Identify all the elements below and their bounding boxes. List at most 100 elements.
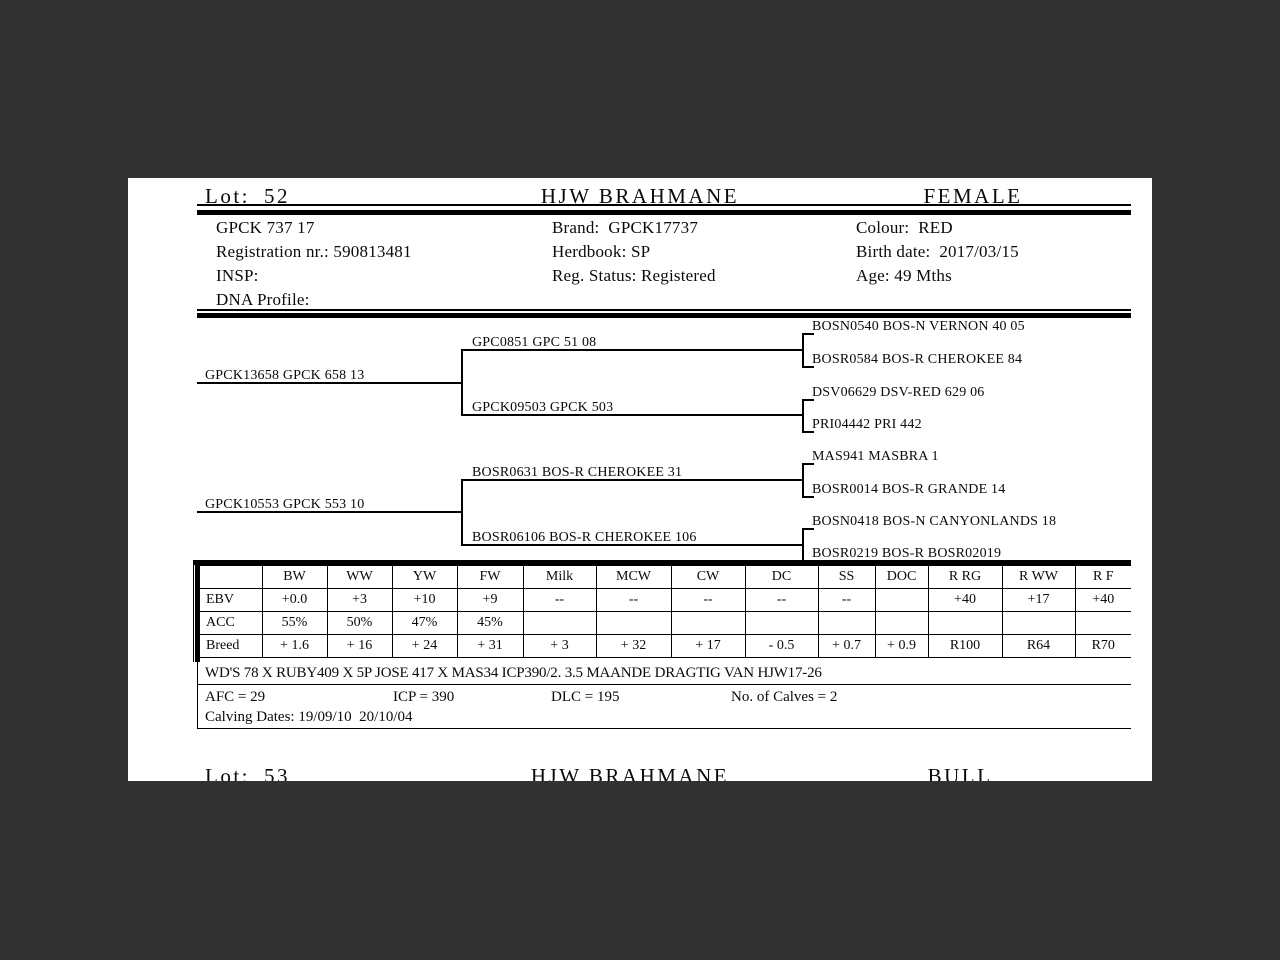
acc-cell [927, 611, 1003, 635]
footer-bottom-rule [197, 728, 1131, 729]
herdbook: Herdbook: SP [552, 242, 651, 261]
info-rule-thin [197, 309, 1131, 311]
breed-cell: R64 [1001, 634, 1076, 658]
ebv-cell: +3 [326, 588, 393, 612]
ebv-cell [874, 588, 929, 612]
pedigree-ggp-1: BOSN0540 BOS-N VERNON 40 05 [812, 319, 1025, 334]
dlc-value: DLC = 195 [551, 689, 620, 705]
ebv-cell: +10 [391, 588, 458, 612]
acc-cell [595, 611, 672, 635]
ebv-cell: +9 [456, 588, 524, 612]
row-label-ebv: EBV [200, 588, 263, 612]
col-header-milk: Milk [522, 565, 597, 589]
breed-cell: R100 [927, 634, 1003, 658]
acc-cell [874, 611, 929, 635]
pedigree-granddam-maternal: BOSR06106 BOS-R CHEROKEE 106 [472, 530, 697, 545]
pedigree-ggp-bracket-4 [802, 528, 804, 562]
acc-cell [817, 611, 876, 635]
pedigree-gp3-line [461, 479, 804, 481]
acc-cell: 45% [456, 611, 524, 635]
notes-line: WD'S 78 X RUBY409 X 5P JOSE 417 X MAS34 … [205, 665, 822, 681]
icp-value: ICP = 390 [393, 689, 455, 705]
acc-cell: 47% [391, 611, 458, 635]
breed-row: Breed + 1.6 + 16 + 24 + 31 + 3 + 32 + 17… [200, 634, 1131, 658]
ggp-tick-3 [802, 399, 814, 401]
pedigree-sire-line [197, 382, 462, 384]
acc-cell [670, 611, 746, 635]
acc-row: ACC 55% 50% 47% 45% [200, 611, 1131, 635]
next-lot-title: HJW BRAHMANE [530, 764, 730, 781]
ebv-cell: -- [670, 588, 746, 612]
ggp-tick-4 [802, 431, 814, 433]
brand: Brand: GPCK17737 [552, 218, 699, 237]
ebv-table: BW WW YW FW Milk MCW CW DC SS DOC R RG R… [200, 565, 1131, 658]
acc-cell [522, 611, 597, 635]
breed-cell: + 32 [595, 634, 672, 658]
breed-cell: + 3 [522, 634, 597, 658]
col-header-ss: SS [817, 565, 876, 589]
pedigree-dam-bracket [461, 479, 463, 546]
table-left-rule-thin [193, 560, 194, 662]
pedigree-granddam-paternal: GPCK09503 GPCK 503 [472, 400, 614, 415]
pedigree-dam: GPCK10553 GPCK 553 10 [205, 497, 365, 512]
breed-cell: + 16 [326, 634, 393, 658]
animal-id: GPCK 737 17 [216, 218, 315, 237]
footer-left-rule [197, 662, 198, 729]
next-lot-label-text: Lot: [205, 764, 250, 781]
table-top-rule [193, 560, 1131, 565]
col-header-bw: BW [261, 565, 328, 589]
ggp-tick-5 [802, 463, 814, 465]
notes-bottom-rule [197, 684, 1131, 685]
pedigree-gp1-line [461, 349, 804, 351]
row-label-acc: ACC [200, 611, 263, 635]
header-rule-thick [197, 210, 1131, 215]
pedigree-ggp-3: DSV06629 DSV-RED 629 06 [812, 385, 985, 400]
col-header-blank [200, 565, 263, 589]
pedigree-sire: GPCK13658 GPCK 658 13 [205, 368, 365, 383]
col-header-rrg: R RG [927, 565, 1003, 589]
insp-label: INSP: [216, 266, 259, 285]
calves-count: No. of Calves = 2 [731, 689, 838, 705]
col-header-dc: DC [744, 565, 819, 589]
col-header-fw: FW [456, 565, 524, 589]
registration-nr: Registration nr.: 590813481 [216, 242, 412, 261]
ggp-tick-6 [802, 496, 814, 498]
next-lot-sex: BULL [927, 764, 993, 781]
col-header-yw: YW [391, 565, 458, 589]
ebv-cell: +40 [1074, 588, 1131, 612]
pedigree-ggp-4: PRI04442 PRI 442 [812, 417, 922, 432]
breed-cell: R70 [1074, 634, 1131, 658]
ebv-row: EBV +0.0 +3 +10 +9 -- -- -- -- -- +40 +1… [200, 588, 1131, 612]
colour: Colour: RED [856, 218, 953, 237]
pedigree-gp2-line [461, 414, 804, 416]
breed-cell: + 0.9 [874, 634, 929, 658]
row-label-breed: Breed [200, 634, 263, 658]
pedigree-ggp-bracket-1 [802, 333, 804, 368]
ebv-cell: +40 [927, 588, 1003, 612]
acc-cell: 50% [326, 611, 393, 635]
afc-value: AFC = 29 [205, 689, 266, 705]
ebv-cell: -- [522, 588, 597, 612]
dna-profile-label: DNA Profile: [216, 290, 310, 309]
age: Age: 49 Mths [856, 266, 952, 285]
pedigree-ggp-7: BOSN0418 BOS-N CANYONLANDS 18 [812, 514, 1057, 529]
lot-number: 52 [264, 184, 290, 208]
pedigree-ggp-5: MAS941 MASBRA 1 [812, 449, 939, 464]
pedigree-ggp-6: BOSR0014 BOS-R GRANDE 14 [812, 482, 1006, 497]
acc-cell [744, 611, 819, 635]
breed-cell: + 0.7 [817, 634, 876, 658]
info-rule-thick [197, 313, 1131, 318]
next-lot-number: 53 [264, 764, 290, 781]
header-rule-thin [197, 204, 1131, 206]
breed-cell: - 0.5 [744, 634, 819, 658]
ebv-cell: -- [595, 588, 672, 612]
breed-cell: + 24 [391, 634, 458, 658]
pedigree-sire-bracket [461, 349, 463, 416]
pedigree-ggp-8: BOSR0219 BOS-R BOSR02019 [812, 546, 1002, 561]
pedigree-ggp-bracket-2 [802, 399, 804, 433]
col-header-rf: R F [1074, 565, 1131, 589]
breed-cell: + 17 [670, 634, 746, 658]
ebv-cell: +0.0 [261, 588, 328, 612]
ebv-cell: -- [744, 588, 819, 612]
col-header-mcw: MCW [595, 565, 672, 589]
